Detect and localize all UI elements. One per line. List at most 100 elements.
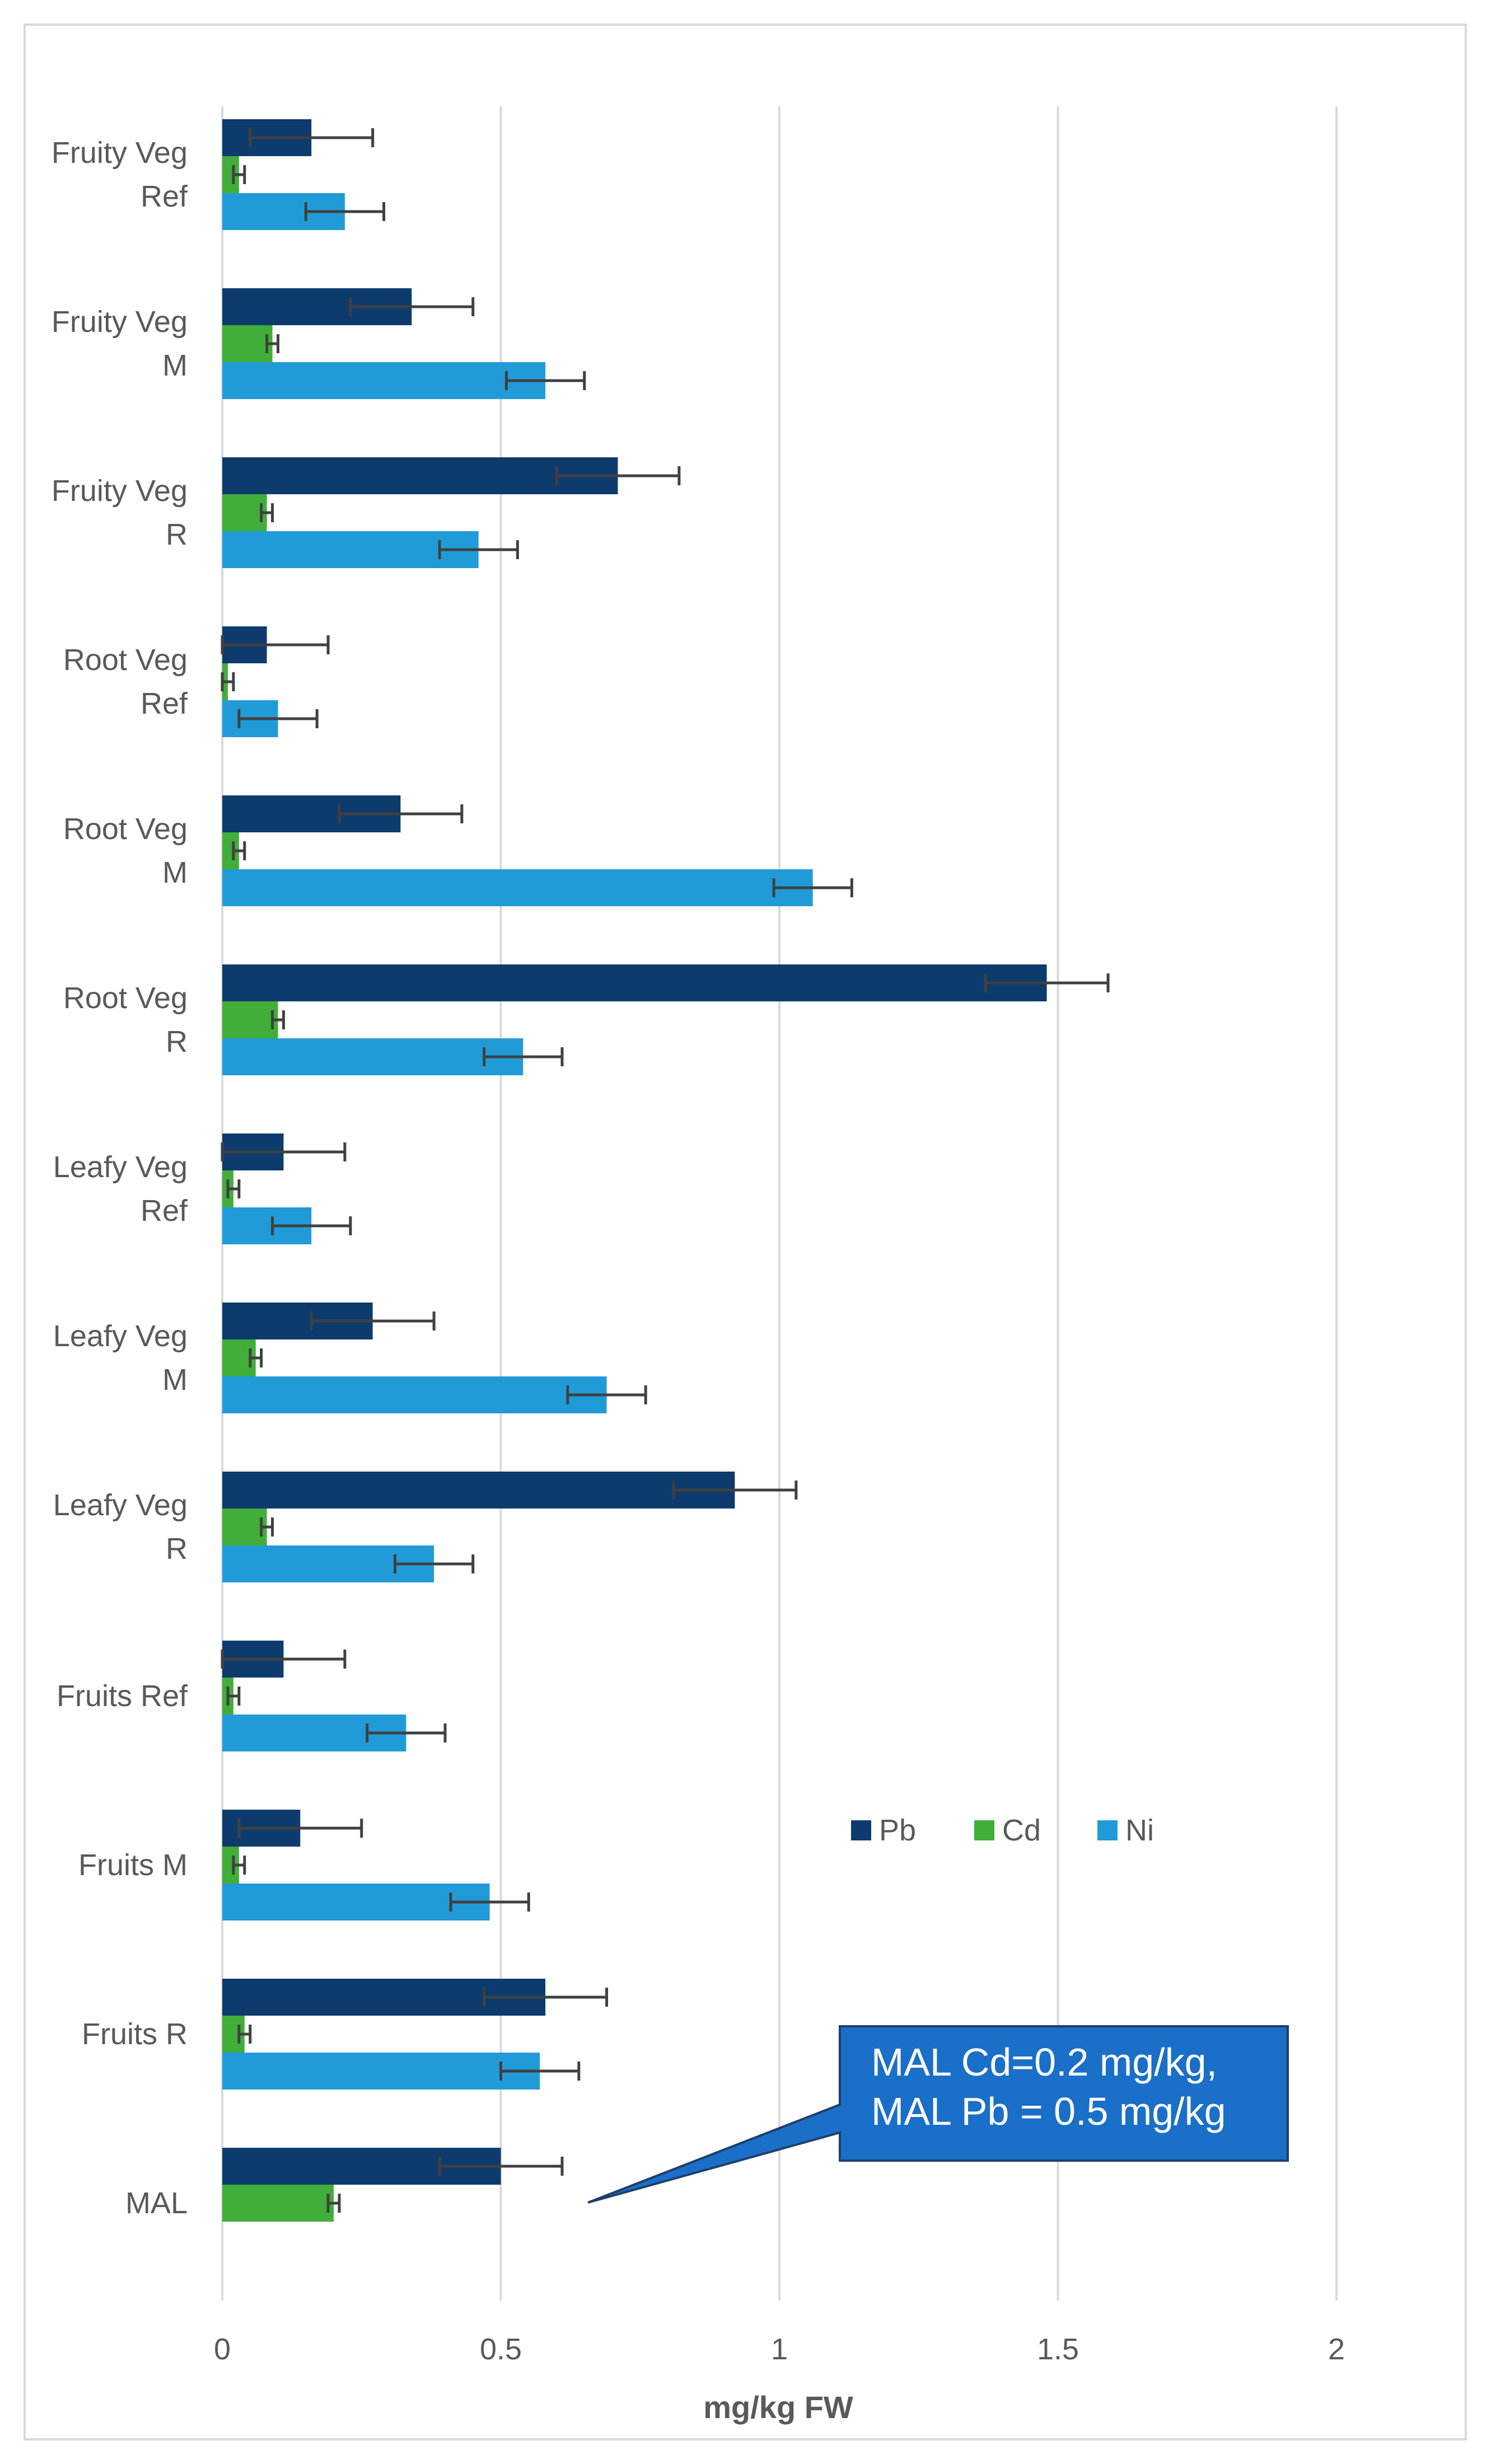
bar-ni bbox=[222, 869, 813, 906]
error-bar-pb bbox=[221, 1142, 347, 1161]
category-label-line: Fruits R bbox=[82, 2017, 188, 2051]
legend-label-cd: Cd bbox=[1002, 1814, 1041, 1847]
category-label-line: R bbox=[166, 1532, 188, 1566]
error-bar-ni bbox=[504, 371, 586, 390]
category-label-line: R bbox=[166, 1025, 188, 1058]
bar-ni bbox=[222, 1376, 607, 1413]
bars bbox=[222, 119, 1047, 2222]
category-label-line: Ref bbox=[141, 687, 188, 720]
category-label-line: Leafy Veg bbox=[53, 1319, 188, 1353]
error-bar-ni bbox=[304, 202, 386, 221]
error-bar-cd bbox=[271, 1010, 285, 1029]
error-bar-cd bbox=[226, 1687, 241, 1706]
error-bar-ni bbox=[271, 1216, 352, 1235]
x-tick-labels: 0 0.5 1 1.5 2 bbox=[214, 2332, 1345, 2366]
category-label-line: M bbox=[162, 349, 188, 382]
bar-cd bbox=[222, 1001, 278, 1038]
category-label: Leafy Veg R bbox=[53, 1488, 188, 1566]
legend-swatch-cd bbox=[974, 1820, 994, 1840]
error-bar-ni bbox=[393, 1554, 475, 1573]
bar-pb bbox=[222, 964, 1047, 1001]
error-bar-cd bbox=[265, 334, 279, 353]
x-tick-label: 1.5 bbox=[1037, 2332, 1079, 2366]
x-tick-label: 2 bbox=[1328, 2332, 1345, 2366]
error-bar-cd bbox=[232, 165, 246, 184]
bar-pb bbox=[222, 1472, 735, 1509]
error-bar-pb bbox=[249, 128, 375, 147]
category-label: Leafy Veg Ref bbox=[53, 1150, 188, 1228]
category-label: Root Veg R bbox=[63, 981, 188, 1058]
error-bar-cd bbox=[232, 1856, 246, 1875]
category-label-line: M bbox=[162, 1363, 188, 1397]
legend-swatch-pb bbox=[851, 1820, 871, 1840]
bar-cd bbox=[222, 494, 267, 531]
category-label-line: Leafy Veg bbox=[53, 1150, 188, 1184]
bar-ni bbox=[222, 1884, 490, 1920]
category-label-line: Root Veg bbox=[63, 812, 188, 846]
error-bar-cd bbox=[221, 672, 235, 691]
error-bar-pb bbox=[672, 1481, 798, 1500]
error-bar-pb bbox=[221, 635, 330, 654]
error-bar-cd bbox=[232, 841, 246, 860]
error-bar-ni bbox=[366, 1723, 447, 1742]
error-bar-ni bbox=[438, 540, 519, 559]
gridlines bbox=[221, 106, 1338, 2301]
category-label-line: Fruits M bbox=[78, 1848, 188, 1882]
category-label: MAL bbox=[125, 2186, 188, 2220]
bar-ni bbox=[222, 362, 546, 399]
error-bar-ni bbox=[449, 1892, 530, 1912]
bar-pb bbox=[222, 457, 618, 494]
category-label: Fruity Veg R bbox=[52, 474, 188, 551]
category-label: Root Veg M bbox=[63, 812, 188, 889]
error-bar-cd bbox=[249, 1348, 263, 1367]
mal-callout-text: MAL Cd=0.2 mg/kg, MAL Pb = 0.5 mg/kg bbox=[851, 2026, 1277, 2161]
callout-line-1: MAL Cd=0.2 mg/kg, bbox=[871, 2040, 1217, 2084]
error-bar-ni bbox=[499, 2062, 581, 2081]
error-bar-pb bbox=[237, 1819, 363, 1838]
error-bar-pb bbox=[338, 804, 464, 823]
error-bar-cd bbox=[226, 1179, 241, 1198]
category-label-line: Fruits Ref bbox=[57, 1679, 188, 1713]
error-bar-pb bbox=[438, 2157, 564, 2176]
category-label-line: Leafy Veg bbox=[53, 1488, 188, 1522]
error-bar-pb bbox=[221, 1650, 347, 1669]
category-label-line: Ref bbox=[141, 1194, 188, 1228]
error-bar-ni bbox=[772, 878, 853, 897]
error-bar-ni bbox=[483, 1047, 564, 1066]
error-bar-pb bbox=[984, 973, 1110, 992]
category-label: Fruity Veg M bbox=[52, 305, 188, 382]
error-bar-pb bbox=[555, 466, 681, 485]
category-label-line: Ref bbox=[141, 180, 188, 213]
category-label-line: Fruity Veg bbox=[52, 474, 188, 508]
category-label: Root Veg Ref bbox=[63, 643, 188, 720]
callout-line-2: MAL Pb = 0.5 mg/kg bbox=[871, 2090, 1226, 2133]
error-bar-pb bbox=[349, 297, 475, 316]
category-label: Fruits M bbox=[78, 1848, 188, 1882]
bar-cd bbox=[222, 1509, 267, 1545]
legend-label-ni: Ni bbox=[1125, 1814, 1154, 1847]
error-bar-ni bbox=[566, 1385, 647, 1404]
error-bar-cd bbox=[326, 2194, 341, 2213]
bar-ni bbox=[222, 1038, 524, 1075]
category-label-line: R bbox=[166, 518, 188, 551]
category-label: Fruits Ref bbox=[57, 1679, 188, 1713]
bar-cd bbox=[222, 325, 273, 362]
error-bars bbox=[221, 128, 1110, 2213]
bar-ni bbox=[222, 2053, 540, 2090]
error-bar-cd bbox=[260, 503, 274, 522]
legend: Pb Cd Ni bbox=[851, 1814, 1154, 1847]
error-bar-ni bbox=[237, 709, 319, 728]
category-label-line: Fruity Veg bbox=[52, 305, 188, 339]
category-label-line: Root Veg bbox=[63, 643, 188, 677]
error-bar-cd bbox=[260, 1517, 274, 1537]
callout-box bbox=[587, 2025, 1289, 2204]
error-bar-cd bbox=[237, 2025, 252, 2044]
category-label: Leafy Veg M bbox=[53, 1319, 188, 1397]
error-bar-pb bbox=[483, 1988, 609, 2007]
x-tick-label: 1 bbox=[771, 2332, 788, 2366]
legend-swatch-ni bbox=[1097, 1820, 1118, 1840]
category-label-line: M bbox=[162, 856, 188, 889]
category-label: Fruits R bbox=[82, 2017, 188, 2051]
